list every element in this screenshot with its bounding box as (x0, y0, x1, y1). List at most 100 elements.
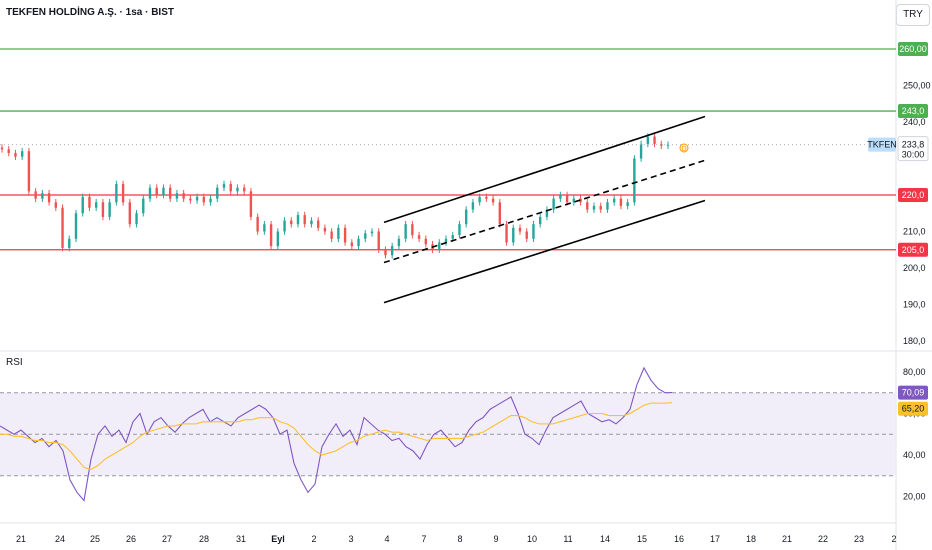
level-tag-1 (898, 104, 928, 119)
candle-body (390, 246, 394, 256)
ticker-tag-label: TKFEN (867, 140, 897, 150)
candle-body (323, 227, 327, 232)
rsi-title: RSI (6, 357, 23, 368)
candle-body (444, 238, 448, 243)
candle-body (485, 196, 488, 199)
level-tag-0 (898, 42, 928, 56)
candle-body (242, 187, 246, 192)
candle-body (81, 196, 84, 214)
candle-body (532, 224, 535, 239)
time-tick-label-7: Eyl (271, 534, 285, 544)
candle-body (552, 198, 555, 210)
candle-body (74, 213, 78, 239)
candle-body (128, 202, 132, 225)
price-tick-label-0: 250,00 (903, 81, 931, 91)
candle-body (377, 231, 380, 250)
candle-body (276, 231, 280, 247)
candle-body (612, 198, 616, 203)
candle-body (545, 209, 549, 217)
candle-body (209, 198, 212, 203)
time-tick-label-8: 2 (311, 534, 316, 544)
candle-body (565, 195, 569, 203)
candle-body (337, 227, 340, 239)
candle-body (115, 184, 118, 203)
time-tick-label-11: 7 (421, 534, 426, 544)
price-tick-label-5: 180,0 (903, 336, 926, 346)
candle-body (7, 149, 10, 154)
candle-body (216, 187, 219, 199)
candle-body (68, 238, 71, 248)
rsi-ma-line (0, 402, 673, 471)
candle-body (135, 213, 138, 225)
rsi-ma-label: 65,20 (902, 404, 925, 414)
candle-body (182, 193, 185, 199)
candle-body (505, 224, 508, 243)
time-tick-label-18: 16 (674, 534, 684, 544)
time-tick-label-13: 9 (493, 534, 498, 544)
rsi-ma-tag (898, 401, 928, 416)
time-tick-label-4: 27 (162, 534, 172, 544)
candle-body (269, 224, 273, 247)
candle-body (411, 224, 414, 236)
candle-body (316, 220, 320, 228)
candle-body (350, 242, 354, 247)
chart-title: TEKFEN HOLDİNG A.Ş. · 1sa · BIST (6, 7, 174, 18)
candle-body (478, 196, 481, 203)
candle-body (108, 202, 111, 217)
candle-body (168, 187, 172, 199)
candle-body (41, 193, 44, 199)
candle-body (626, 202, 629, 206)
candle-body (491, 198, 495, 203)
candle-body (88, 196, 91, 208)
rsi-tick-label-2: 40,00 (903, 450, 926, 460)
candle-body (263, 224, 266, 232)
last-price-value: 233,8 (902, 140, 925, 150)
candle-body (646, 136, 650, 144)
level-tag-3 (898, 242, 928, 257)
candle-body (464, 209, 468, 225)
candle-body (559, 195, 562, 199)
channel-middle-line (383, 159, 706, 264)
rsi-value-tag (898, 385, 928, 400)
candle-body (162, 187, 165, 195)
candle-body (121, 184, 125, 203)
countdown-value: 30:00 (902, 150, 925, 160)
candle-body (357, 238, 360, 247)
candle-body (606, 202, 609, 210)
candle-body (384, 249, 387, 256)
time-tick-label-6: 31 (236, 534, 246, 544)
candle-body (518, 227, 522, 232)
ticker-tag (868, 137, 896, 152)
candle-body (451, 235, 454, 239)
candle-body (236, 187, 239, 192)
candle-body (330, 231, 333, 239)
candle-body (27, 151, 31, 192)
candle-body (438, 242, 441, 250)
candle-body (189, 198, 192, 201)
candle-body (538, 216, 542, 225)
rsi-value-label: 70,09 (902, 388, 925, 398)
candle-body (14, 153, 17, 157)
last-price-tag (897, 136, 929, 162)
time-tick-label-20: 18 (746, 534, 756, 544)
candle-body (195, 196, 199, 201)
time-tick-label-3: 26 (126, 534, 136, 544)
price-tick-label-4: 190,0 (903, 300, 926, 310)
candle-body (397, 238, 401, 247)
candle-body (283, 220, 286, 232)
price-tick-label-2: 210,0 (903, 227, 926, 237)
time-tick-label-12: 8 (457, 534, 462, 544)
rsi-tick-label-0: 80,00 (903, 367, 926, 377)
level-tag-label-0: 260,00 (899, 44, 927, 54)
time-tick-label-15: 11 (563, 534, 572, 544)
candle-body (61, 207, 64, 248)
rsi-line (0, 366, 673, 502)
candle-body (0, 147, 4, 150)
time-tick-label-21: 21 (782, 534, 792, 544)
candle-body (660, 143, 663, 146)
time-tick-label-22: 22 (818, 534, 828, 544)
candle-body (101, 202, 105, 217)
candle-body (47, 193, 51, 203)
candle-body (498, 202, 502, 225)
